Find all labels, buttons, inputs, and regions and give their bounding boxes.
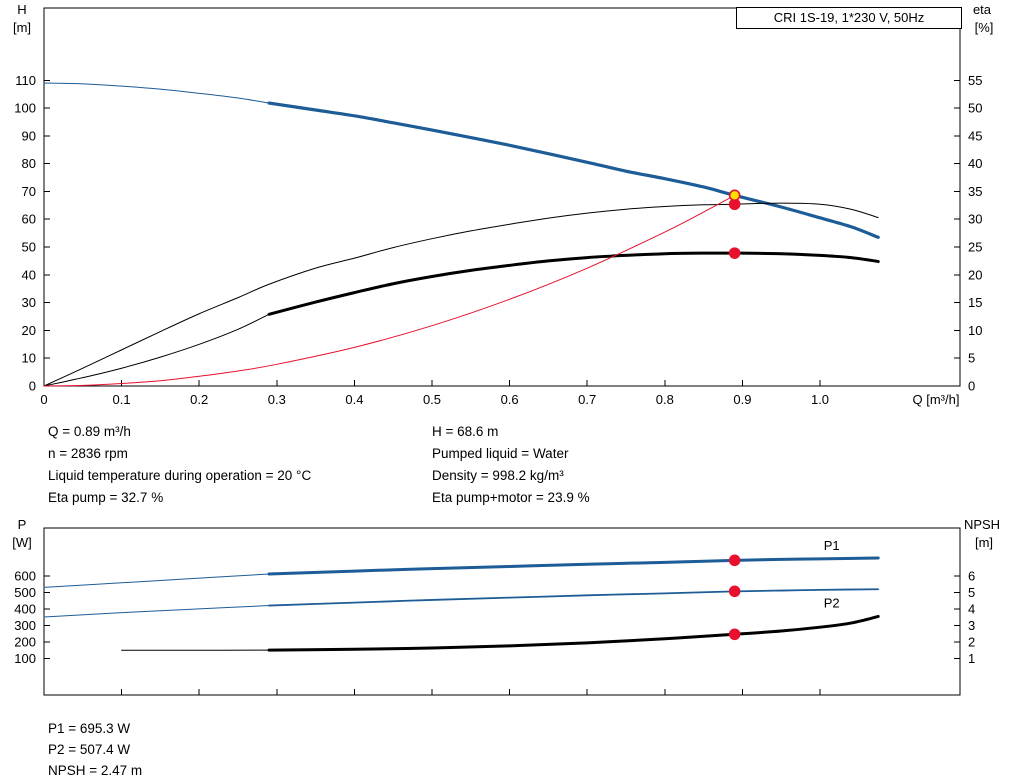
svg-text:2: 2 — [968, 635, 975, 650]
svg-text:40: 40 — [22, 267, 36, 282]
info-eta-pump: Eta pump = 32.7 % — [48, 490, 164, 505]
svg-text:20: 20 — [968, 267, 982, 282]
svg-text:0.9: 0.9 — [733, 392, 751, 407]
svg-text:100: 100 — [14, 101, 36, 116]
svg-text:[m]: [m] — [975, 535, 993, 550]
svg-text:70: 70 — [22, 184, 36, 199]
svg-text:[%]: [%] — [975, 20, 994, 35]
svg-text:40: 40 — [968, 156, 982, 171]
svg-text:0: 0 — [29, 379, 36, 394]
svg-text:35: 35 — [968, 184, 982, 199]
svg-text:3: 3 — [968, 618, 975, 633]
info-npsh: NPSH = 2.47 m — [48, 763, 143, 778]
info-p2: P2 = 507.4 W — [48, 742, 131, 757]
svg-text:25: 25 — [968, 240, 982, 255]
svg-text:Q [m³/h]: Q [m³/h] — [913, 392, 960, 407]
svg-text:50: 50 — [22, 240, 36, 255]
svg-text:P2: P2 — [824, 596, 840, 611]
svg-text:0: 0 — [968, 379, 975, 394]
svg-text:10: 10 — [968, 323, 982, 338]
svg-text:NPSH: NPSH — [964, 517, 1000, 532]
svg-text:1.0: 1.0 — [811, 392, 829, 407]
svg-text:50: 50 — [968, 101, 982, 116]
svg-text:eta: eta — [973, 2, 992, 17]
svg-text:4: 4 — [968, 602, 975, 617]
hq-eta-chart: 0 10 20 30 40 50 60 70 80 90 100 110 0 5 10 15 20 25 30 35 4… — [13, 2, 994, 407]
svg-text:55: 55 — [968, 73, 982, 88]
info-flow: Q = 0.89 m³/h — [48, 424, 131, 439]
svg-text:45: 45 — [968, 128, 982, 143]
svg-text:0: 0 — [40, 392, 47, 407]
svg-text:[W]: [W] — [12, 535, 32, 550]
svg-text:400: 400 — [14, 602, 36, 617]
svg-text:60: 60 — [22, 212, 36, 227]
info-speed: n = 2836 rpm — [48, 446, 128, 461]
info-p1: P1 = 695.3 W — [48, 721, 131, 736]
svg-text:6: 6 — [968, 569, 975, 584]
svg-text:20: 20 — [22, 323, 36, 338]
svg-text:5: 5 — [968, 351, 975, 366]
operating-data-left-column: Q = 0.89 m³/h n = 2836 rpm Liquid temper… — [48, 421, 311, 509]
svg-text:200: 200 — [14, 635, 36, 650]
svg-text:30: 30 — [22, 295, 36, 310]
svg-text:80: 80 — [22, 156, 36, 171]
svg-text:0.8: 0.8 — [656, 392, 674, 407]
svg-text:300: 300 — [14, 618, 36, 633]
svg-text:110: 110 — [15, 73, 36, 88]
svg-text:P: P — [18, 517, 27, 532]
info-pumped-liquid: Pumped liquid = Water — [432, 446, 569, 461]
svg-text:0.7: 0.7 — [578, 392, 596, 407]
svg-text:90: 90 — [22, 128, 36, 143]
info-density: Density = 998.2 kg/m³ — [432, 468, 564, 483]
svg-text:1: 1 — [968, 651, 975, 666]
chart-title-box: CRI 1S-19, 1*230 V, 50Hz — [736, 7, 962, 29]
power-data: P1 = 695.3 W P2 = 507.4 W NPSH = 2.47 m — [48, 718, 142, 781]
svg-text:600: 600 — [14, 569, 36, 584]
svg-text:0.5: 0.5 — [423, 392, 441, 407]
svg-text:10: 10 — [22, 351, 36, 366]
svg-text:[m]: [m] — [13, 20, 31, 35]
svg-text:5: 5 — [968, 585, 975, 600]
svg-text:0.4: 0.4 — [345, 392, 363, 407]
operating-data-right-column: H = 68.6 m Pumped liquid = Water Density… — [432, 421, 590, 509]
svg-text:30: 30 — [968, 212, 982, 227]
svg-text:H: H — [17, 2, 26, 17]
info-eta-pump-motor: Eta pump+motor = 23.9 % — [432, 490, 590, 505]
svg-text:0.1: 0.1 — [113, 392, 131, 407]
svg-text:0.2: 0.2 — [190, 392, 208, 407]
info-head: H = 68.6 m — [432, 424, 499, 439]
info-liquid-temperature: Liquid temperature during operation = 20… — [48, 468, 312, 483]
svg-text:P1: P1 — [824, 538, 840, 553]
svg-text:0.3: 0.3 — [268, 392, 286, 407]
svg-text:15: 15 — [968, 295, 982, 310]
svg-text:500: 500 — [14, 585, 36, 600]
svg-text:100: 100 — [14, 651, 36, 666]
svg-text:0.6: 0.6 — [501, 392, 519, 407]
